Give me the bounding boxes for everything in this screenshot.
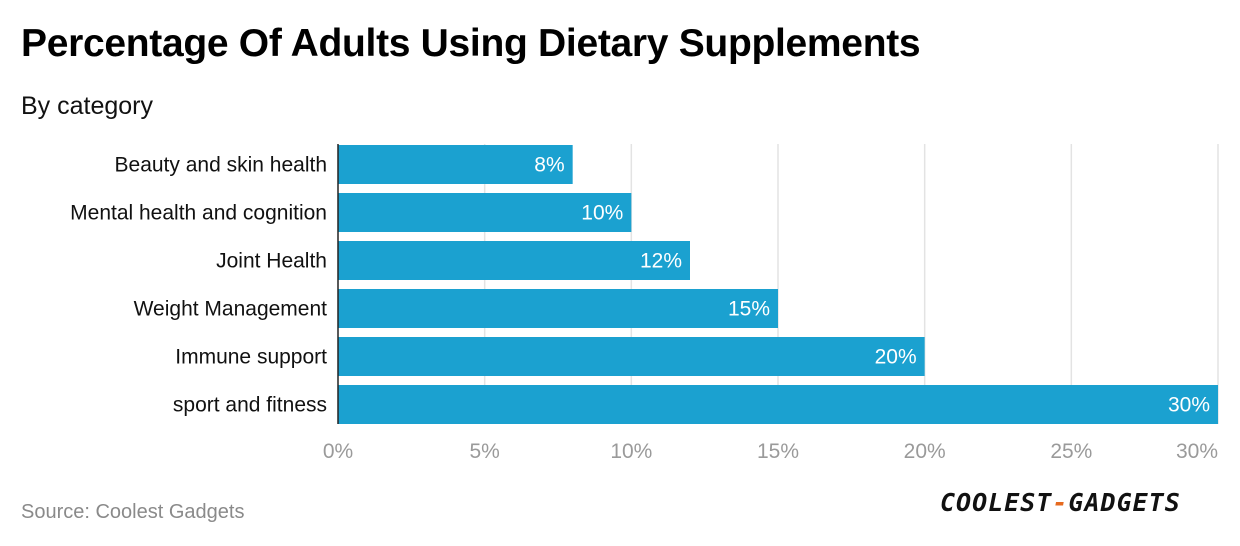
chart-subtitle: By category [21, 92, 154, 120]
value-label-0: 8% [534, 154, 564, 177]
category-label-0: Beauty and skin health [115, 154, 327, 177]
x-tick-label-5: 25% [1050, 440, 1092, 463]
bar-3 [338, 289, 778, 328]
x-tick-label-3: 15% [757, 440, 799, 463]
value-label-2: 12% [640, 250, 682, 273]
x-tick-label-2: 10% [610, 440, 652, 463]
bar-4 [338, 337, 925, 376]
brand-logo: COOLEST-GADGETS [940, 488, 1181, 517]
value-label-3: 15% [728, 298, 770, 321]
value-label-5: 30% [1168, 394, 1210, 417]
category-label-5: sport and fitness [173, 394, 327, 417]
x-tick-label-1: 5% [469, 440, 499, 463]
category-label-1: Mental health and cognition [70, 202, 327, 225]
bar-2 [338, 241, 690, 280]
source-note: Source: Coolest Gadgets [21, 501, 245, 523]
bar-5 [338, 385, 1218, 424]
chart-title: Percentage Of Adults Using Dietary Suppl… [21, 22, 921, 65]
bar-0 [338, 145, 573, 184]
category-label-4: Immune support [175, 346, 327, 369]
category-label-2: Joint Health [216, 250, 327, 273]
x-tick-label-0: 0% [323, 440, 353, 463]
x-tick-label-4: 20% [904, 440, 946, 463]
value-label-1: 10% [581, 202, 623, 225]
value-label-4: 20% [875, 346, 917, 369]
x-tick-label-6: 30% [1176, 440, 1218, 463]
bar-1 [338, 193, 632, 232]
category-label-3: Weight Management [134, 298, 328, 321]
